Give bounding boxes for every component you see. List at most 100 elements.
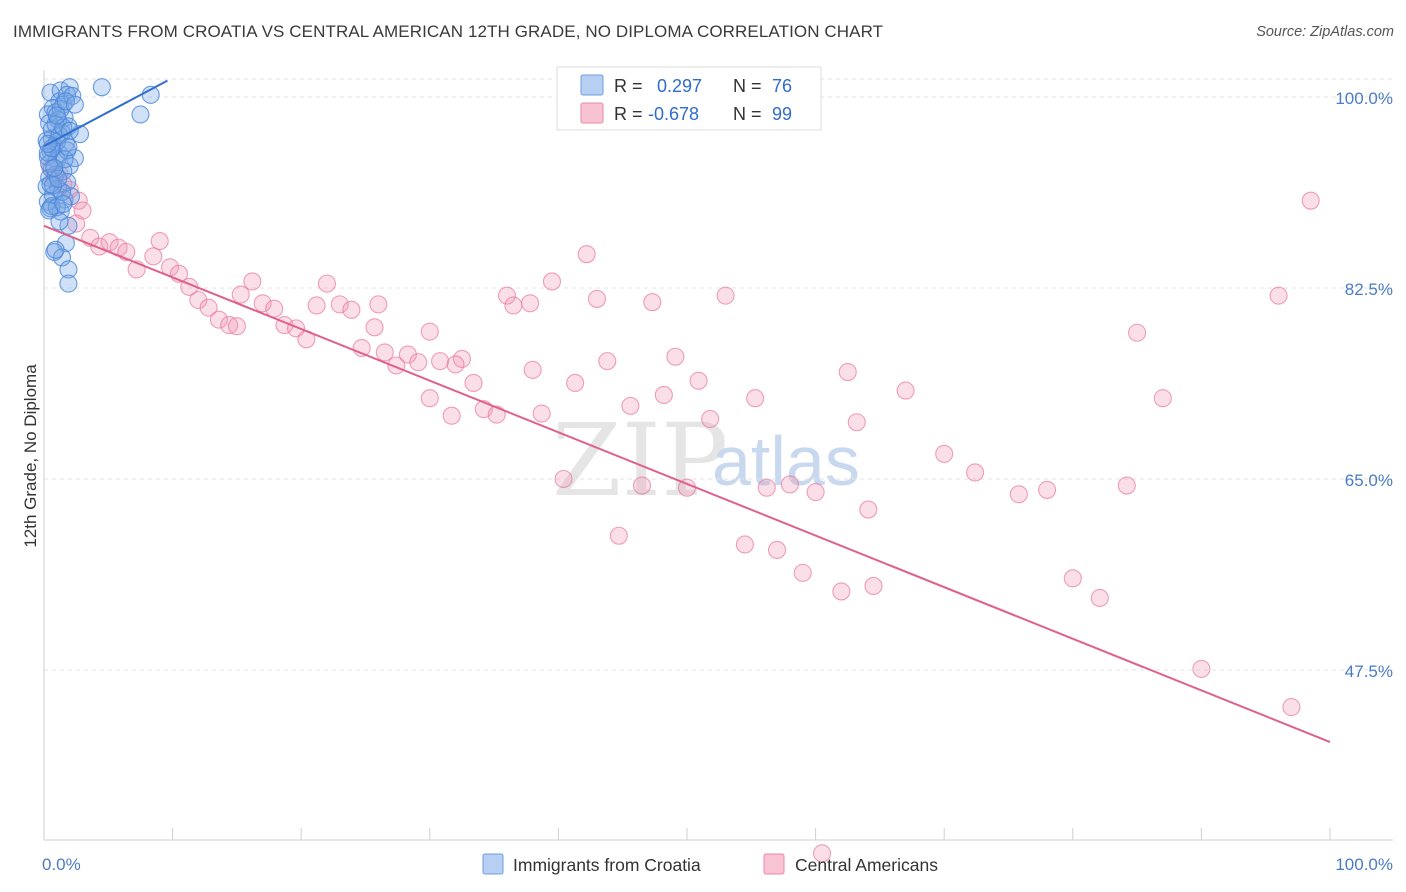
central-american-point	[621, 396, 640, 415]
central-american-point	[150, 232, 169, 251]
legend-label-croatia: Immigrants from Croatia	[513, 855, 701, 875]
central-americans-trend-line	[43, 224, 1331, 743]
watermark: ZIP atlas	[552, 402, 860, 519]
central-american-point	[1090, 588, 1109, 608]
croatia-point	[45, 158, 64, 177]
central-american-point	[375, 343, 394, 362]
y-tick-labels: 100.0% 82.5% 65.0% 47.5%	[1335, 89, 1393, 681]
central-american-point	[243, 272, 262, 291]
croatia-point	[92, 78, 111, 97]
central-american-point	[1282, 698, 1301, 717]
croatia-point	[59, 260, 78, 279]
central-american-point	[431, 352, 450, 371]
croatia-point	[61, 187, 81, 206]
central-american-point	[398, 345, 417, 364]
central-american-point	[100, 233, 119, 252]
central-american-point	[1063, 569, 1082, 588]
croatia-point	[47, 106, 66, 125]
central-american-point	[521, 294, 540, 313]
watermark-atlas: atlas	[712, 422, 860, 500]
central-american-point	[859, 500, 878, 519]
central-american-point	[812, 844, 832, 863]
watermark-zip: ZIP	[552, 402, 728, 519]
source-credit: Source: ZipAtlas.com	[1256, 24, 1394, 40]
central-american-point	[587, 289, 607, 308]
croatia-point	[54, 194, 73, 214]
central-american-point	[966, 463, 985, 482]
central-americans-points	[41, 158, 1320, 863]
y-tick-label: 47.5%	[1345, 662, 1393, 681]
central-american-point	[227, 317, 246, 336]
central-american-point	[73, 201, 92, 220]
central-american-point	[847, 413, 866, 432]
central-american-point	[330, 295, 349, 314]
central-american-point	[832, 582, 851, 601]
y-tick-label: 82.5%	[1345, 280, 1393, 299]
croatia-point	[65, 95, 84, 114]
croatia-trend-line	[43, 79, 168, 147]
croatia-r-value: 0.297	[657, 76, 702, 96]
central-american-point	[307, 296, 326, 315]
central-american-point	[497, 286, 517, 305]
central-american-point	[487, 405, 506, 424]
central-american-point	[542, 272, 562, 291]
y-axis-label: 12th Grade, No Diploma	[21, 364, 40, 548]
central-american-point	[838, 362, 857, 382]
central-american-point	[1117, 476, 1136, 495]
central-american-point	[90, 237, 109, 256]
central-american-point	[446, 355, 465, 374]
central-american-point	[144, 247, 163, 266]
central-american-point	[654, 385, 673, 405]
central-american-point	[420, 389, 439, 408]
legend-swatch-croatia	[482, 853, 504, 875]
croatia-point	[59, 138, 78, 157]
central-american-point	[365, 318, 384, 337]
central-r-value: -0.678	[648, 104, 699, 124]
central-american-point	[609, 526, 628, 545]
trend-lines	[43, 79, 1331, 743]
central-r-label: R =	[614, 104, 643, 124]
central-american-point	[220, 316, 239, 335]
grid-lines	[44, 78, 1393, 671]
central-american-point	[757, 478, 776, 497]
central-american-point	[317, 274, 336, 293]
central-american-point	[420, 322, 439, 341]
central-american-point	[632, 476, 652, 495]
x-tick-label: 0.0%	[42, 855, 81, 874]
legend-label-central: Central Americans	[795, 855, 938, 875]
central-american-point	[577, 245, 596, 264]
croatia-point	[131, 105, 150, 124]
central-american-point	[231, 285, 250, 304]
central-american-point	[735, 535, 754, 554]
central-american-point	[935, 444, 954, 463]
central-american-point	[643, 293, 662, 312]
central-american-point	[409, 353, 428, 372]
central-american-point	[793, 563, 812, 582]
central-american-point	[566, 373, 585, 393]
central-american-point	[780, 475, 799, 494]
central-american-point	[523, 360, 542, 379]
croatia-point	[59, 216, 78, 235]
croatia-r-label: R =	[614, 76, 643, 96]
central-american-point	[716, 286, 735, 305]
central-legend-swatch	[580, 102, 604, 124]
central-american-point	[746, 389, 765, 408]
central-american-point	[666, 347, 685, 366]
central-american-point	[598, 352, 617, 371]
x-tick-label: 100.0%	[1335, 855, 1393, 874]
central-american-point	[1192, 659, 1211, 678]
croatia-point	[60, 121, 79, 140]
series-legend: Immigrants from Croatia Central American…	[482, 853, 938, 875]
croatia-point	[46, 240, 65, 259]
croatia-points	[37, 78, 160, 293]
croatia-n-value: 76	[772, 76, 792, 96]
central-american-point	[265, 299, 284, 318]
central-american-point	[806, 483, 825, 502]
central-american-point	[864, 576, 883, 596]
central-american-point	[701, 409, 720, 429]
central-american-point	[342, 300, 361, 319]
central-american-point	[253, 294, 272, 313]
central-american-point	[1038, 480, 1057, 499]
central-american-point	[369, 295, 388, 314]
